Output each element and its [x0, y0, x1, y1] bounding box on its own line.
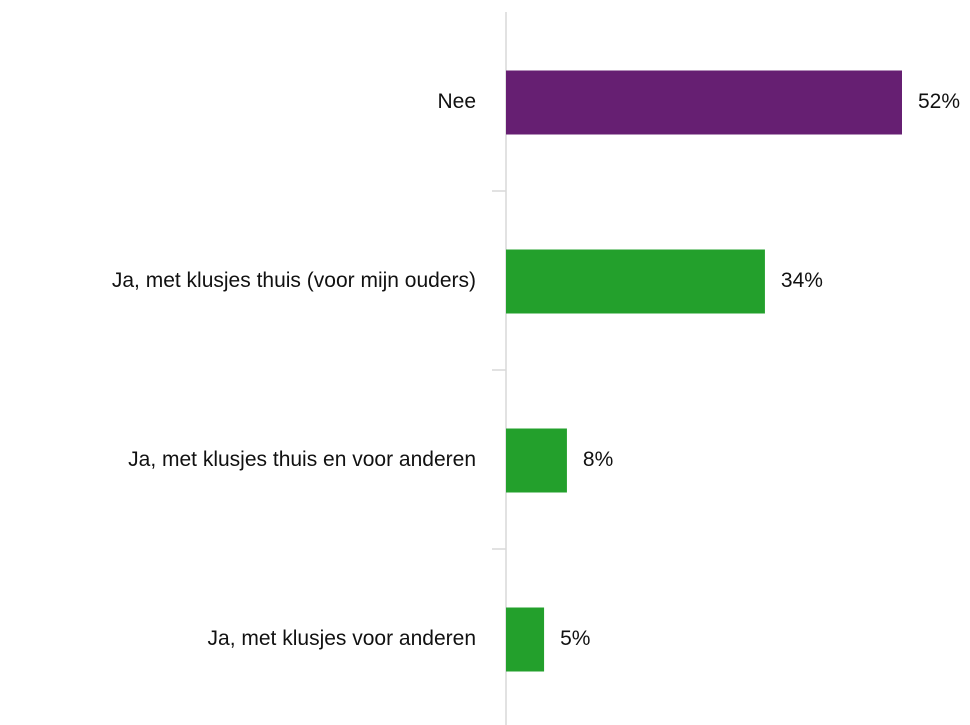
category-labels-group: Nee Ja, met klusjes thuis (voor mijn oude… [112, 90, 476, 650]
category-label: Ja, met klusjes thuis (voor mijn ouders) [112, 269, 476, 292]
value-labels-group: 52% 34% 8% 5% [560, 90, 960, 650]
bar [506, 70, 902, 135]
value-label: 5% [560, 627, 590, 650]
bar [506, 249, 765, 314]
category-axis-ticks [492, 190, 506, 550]
bar [506, 607, 545, 672]
value-label: 34% [781, 269, 823, 292]
value-label: 52% [918, 90, 960, 113]
value-label: 8% [583, 448, 613, 471]
category-label: Ja, met klusjes voor anderen [208, 627, 476, 650]
bar [506, 428, 567, 493]
category-label: Ja, met klusjes thuis en voor anderen [128, 448, 476, 471]
bars-group [506, 70, 902, 672]
category-label: Nee [437, 90, 476, 113]
